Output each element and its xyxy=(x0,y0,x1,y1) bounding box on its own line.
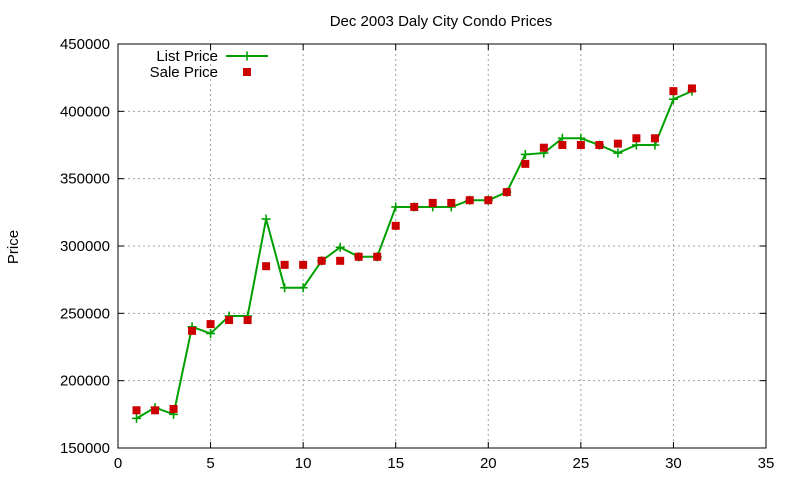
sale-price-point xyxy=(521,159,530,168)
list-price-point xyxy=(132,413,142,423)
sale-price-point xyxy=(447,198,456,207)
sale-price-point xyxy=(262,262,271,271)
sale-price-point xyxy=(299,260,308,269)
sale-price-point xyxy=(317,256,326,265)
sale-price-point xyxy=(595,141,604,149)
legend-label-list-price: List Price xyxy=(156,48,218,65)
sale-price-point xyxy=(354,252,363,261)
x-tick-label: 5 xyxy=(206,455,214,472)
sale-price-point xyxy=(280,260,289,269)
sale-price-point xyxy=(539,143,548,152)
sale-price-point xyxy=(206,320,215,329)
legend-label-sale-price: Sale Price xyxy=(150,64,218,81)
y-tick-label: 400000 xyxy=(60,103,110,120)
list-price-point xyxy=(391,202,401,212)
sale-price-point xyxy=(151,406,160,415)
y-axis-label: Price xyxy=(5,230,22,264)
x-tick-label: 0 xyxy=(114,455,122,472)
y-tick-label: 450000 xyxy=(60,36,110,53)
sale-price-point xyxy=(484,196,493,205)
x-tick-label: 30 xyxy=(665,455,682,472)
list-price-point xyxy=(613,148,623,158)
sale-price-point xyxy=(650,134,659,143)
sale-price-point xyxy=(558,141,567,149)
list-price-point xyxy=(668,94,678,104)
grid-lines xyxy=(118,44,766,448)
y-tick-label: 150000 xyxy=(60,440,110,457)
x-tick-label: 10 xyxy=(295,455,312,472)
list-price-point xyxy=(206,329,216,339)
list-price-point xyxy=(520,149,530,159)
sale-price-point xyxy=(687,84,696,93)
list-price-point xyxy=(261,214,271,224)
list-price-point xyxy=(298,283,308,293)
y-tick-label: 300000 xyxy=(60,238,110,255)
y-tick-label: 200000 xyxy=(60,373,110,390)
list-price-line xyxy=(136,90,693,420)
series-layer xyxy=(132,84,697,423)
y-tick-label: 250000 xyxy=(60,305,110,322)
sale-price-point xyxy=(391,221,400,230)
sale-price-point xyxy=(576,141,585,149)
sale-price-point xyxy=(502,188,511,197)
sale-price-point xyxy=(225,316,234,325)
sale-price-point xyxy=(428,198,437,207)
chart-title: Dec 2003 Daly City Condo Prices xyxy=(330,13,553,30)
sale-price-point xyxy=(336,256,345,265)
sale-price-point xyxy=(188,326,197,335)
sale-price-point xyxy=(410,202,419,211)
sale-price-point xyxy=(669,87,678,96)
list-price-point xyxy=(335,242,345,252)
x-tick-label: 25 xyxy=(573,455,590,472)
sale-price-point xyxy=(465,196,474,205)
sale-price-point xyxy=(169,404,178,413)
sale-price-point xyxy=(613,139,622,148)
x-tick-label: 20 xyxy=(480,455,497,472)
sale-price-point xyxy=(373,252,382,261)
legend-marker-list-price xyxy=(242,51,252,61)
sale-price-point xyxy=(632,134,641,143)
legend-swatch-sale-price xyxy=(243,68,251,76)
sale-price-point xyxy=(243,316,252,325)
list-price-point xyxy=(280,283,290,293)
sale-price-point xyxy=(132,406,141,415)
x-tick-label: 35 xyxy=(758,455,775,472)
x-tick-label: 15 xyxy=(387,455,404,472)
axis-ticks: 0 5 10 15 20 25 30 35 150000 200000 250000 300000 35… xyxy=(60,36,774,472)
y-tick-label: 350000 xyxy=(60,171,110,188)
